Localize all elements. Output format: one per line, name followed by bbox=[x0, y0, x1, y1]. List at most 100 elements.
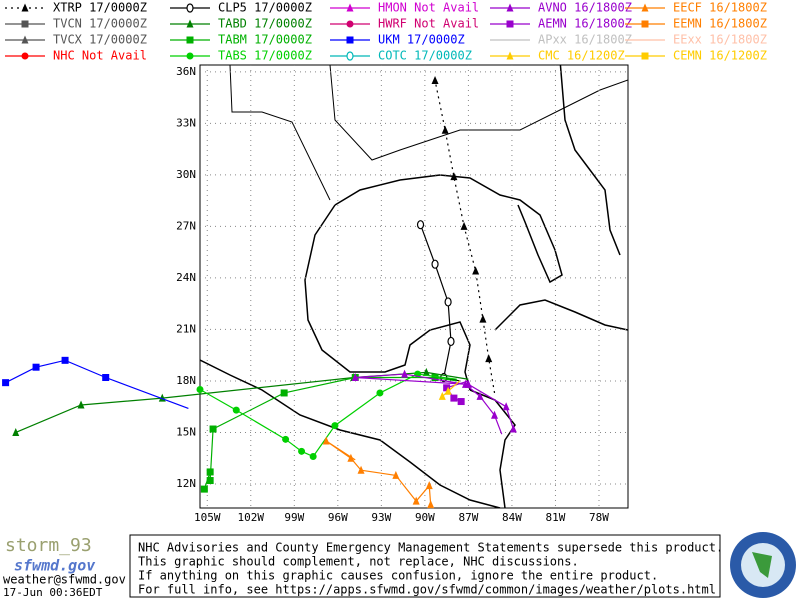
track-point bbox=[444, 297, 452, 307]
track-point bbox=[431, 374, 439, 382]
disclaimer-line: For full info, see https://apps.sfwmd.go… bbox=[138, 583, 716, 597]
lat-tick-label: 24N bbox=[176, 271, 196, 284]
track-point bbox=[472, 266, 480, 275]
track-point bbox=[282, 435, 290, 443]
site: sfwmd.gov bbox=[14, 557, 96, 575]
legend-label: AVNO 16/1800Z bbox=[538, 1, 632, 15]
track-point bbox=[509, 424, 517, 433]
disclaimer-box bbox=[129, 534, 721, 598]
lat-tick-label: 12N bbox=[176, 477, 196, 490]
legend-marker bbox=[21, 3, 29, 12]
track-point bbox=[2, 379, 10, 387]
legend-label: UKM 17/0000Z bbox=[378, 33, 465, 47]
lon-tick-label: 78W bbox=[589, 511, 609, 524]
track-point bbox=[12, 427, 20, 436]
legend-marker bbox=[346, 3, 354, 12]
track-point bbox=[196, 386, 204, 394]
track-point bbox=[416, 220, 425, 230]
track-point bbox=[412, 496, 420, 505]
legend-label: NHC Not Avail bbox=[53, 49, 147, 63]
legend-marker bbox=[186, 52, 194, 60]
legend-marker bbox=[186, 19, 194, 28]
track-point bbox=[309, 452, 317, 460]
legend-label: APxx 16/1800Z bbox=[538, 33, 632, 47]
track-point bbox=[102, 374, 110, 382]
lat-tick-label: 15N bbox=[176, 425, 196, 438]
track-point bbox=[450, 394, 458, 402]
disclaimer-line: This graphic should complement, not repl… bbox=[138, 555, 579, 569]
email: weather@sfwmd.gov bbox=[3, 573, 126, 587]
track-point bbox=[431, 75, 439, 84]
legend-label: EECF 16/1800Z bbox=[673, 1, 767, 15]
legend-marker bbox=[641, 20, 649, 28]
timestamp: 17-Jun 00:36EDT bbox=[3, 586, 103, 599]
track bbox=[15, 371, 469, 434]
legend-label: EEMN 16/1800Z bbox=[673, 17, 767, 31]
legend-label: CEMN 16/1200Z bbox=[673, 49, 767, 63]
lat-tick-label: 21N bbox=[176, 322, 196, 335]
track-point bbox=[351, 373, 359, 382]
legend-label: TABD 17/0000Z bbox=[218, 17, 312, 31]
legend-marker bbox=[186, 36, 194, 44]
legend-marker bbox=[506, 3, 514, 12]
legend-label: TVCN 17/0000Z bbox=[53, 17, 147, 31]
legend-label: AEMN 16/1800Z bbox=[538, 17, 632, 31]
track-point bbox=[200, 485, 208, 493]
legend-marker bbox=[641, 52, 649, 60]
lon-tick-label: 105W bbox=[194, 511, 221, 524]
track-point bbox=[444, 386, 452, 395]
track-point bbox=[460, 221, 468, 230]
track-point bbox=[425, 481, 433, 490]
track-point bbox=[322, 436, 330, 445]
track-point bbox=[438, 391, 446, 400]
legend-marker bbox=[21, 20, 29, 28]
track-point bbox=[485, 354, 493, 363]
legend-marker bbox=[346, 20, 354, 28]
track-point bbox=[441, 125, 449, 134]
track-point bbox=[357, 465, 365, 474]
track-point bbox=[479, 314, 487, 323]
map-frame bbox=[199, 64, 629, 509]
seal bbox=[730, 532, 796, 598]
legend-label: TABS 17/0000Z bbox=[218, 49, 312, 63]
coastlines bbox=[200, 65, 628, 508]
lat-tick-label: 27N bbox=[176, 219, 196, 232]
track bbox=[325, 440, 432, 505]
track-point bbox=[427, 500, 435, 509]
track-point bbox=[450, 172, 458, 181]
track-point bbox=[61, 356, 69, 364]
lat-tick-label: 33N bbox=[176, 116, 196, 129]
track-point bbox=[392, 470, 400, 479]
legend-marker bbox=[346, 51, 354, 61]
track-point bbox=[206, 468, 214, 476]
track bbox=[419, 224, 460, 382]
track-point bbox=[464, 379, 472, 388]
track bbox=[355, 373, 514, 435]
track-point bbox=[232, 406, 240, 414]
lon-tick-label: 84W bbox=[502, 511, 522, 524]
lon-tick-label: 81W bbox=[546, 511, 566, 524]
track-point bbox=[376, 389, 384, 397]
lat-tick-label: 30N bbox=[176, 168, 196, 181]
legend-label: CMC 16/1200Z bbox=[538, 49, 625, 63]
track bbox=[203, 376, 457, 490]
track-point bbox=[447, 336, 455, 347]
track-point bbox=[502, 402, 510, 411]
track-point bbox=[422, 367, 430, 376]
legend-label: TABM 17/0000Z bbox=[218, 33, 312, 47]
legend-label: HMON Not Avail bbox=[378, 1, 479, 15]
logo: storm_93 bbox=[5, 535, 92, 556]
track-point bbox=[457, 398, 465, 406]
legend-marker bbox=[186, 3, 194, 13]
legend-marker bbox=[506, 20, 514, 28]
legend-label: CLP5 17/0000Z bbox=[218, 1, 312, 15]
legend-marker bbox=[21, 52, 29, 60]
track-point bbox=[32, 363, 40, 371]
track-point bbox=[401, 369, 409, 378]
track-point bbox=[77, 400, 85, 409]
lon-tick-label: 87W bbox=[458, 511, 478, 524]
lat-tick-label: 18N bbox=[176, 374, 196, 387]
track-point bbox=[476, 391, 484, 400]
track-point bbox=[443, 384, 451, 392]
